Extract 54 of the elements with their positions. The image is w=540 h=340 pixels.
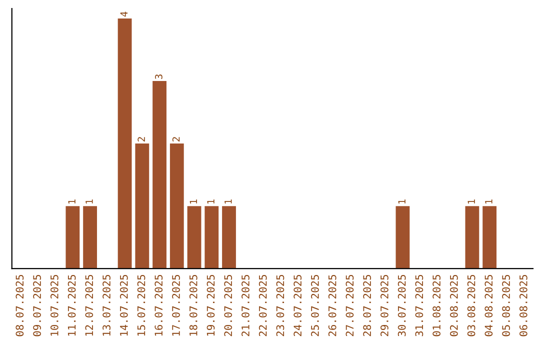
bar <box>118 18 132 269</box>
x-tick-label: 14.07.2025 <box>120 274 128 336</box>
x-tick-label: 21.07.2025 <box>242 274 250 336</box>
x-tick-label: 26.07.2025 <box>328 274 336 336</box>
x-tick-label: 23.07.2025 <box>276 274 284 336</box>
bar <box>482 206 497 269</box>
x-tick-label: 20.07.2025 <box>224 274 232 336</box>
data-label: 2 <box>138 137 145 142</box>
bar <box>396 206 410 269</box>
x-tick-label: 02.08.2025 <box>450 274 458 336</box>
x-tick-label: 27.07.2025 <box>346 274 354 336</box>
bar <box>187 206 202 269</box>
x-tick-label: 17.07.2025 <box>172 274 180 336</box>
x-tick-label: 22.07.2025 <box>258 274 267 336</box>
x-tick-label: 31.07.2025 <box>415 274 424 336</box>
x-tick-label: 18.07.2025 <box>189 274 198 336</box>
x-tick-label: 28.07.2025 <box>363 274 372 336</box>
x-tick-label: 25.07.2025 <box>311 274 319 336</box>
x-tick-label: 08.07.2025 <box>16 274 24 336</box>
x-tick-label: 04.08.2025 <box>484 274 493 336</box>
data-label: 3 <box>155 74 162 79</box>
data-label: 1 <box>485 199 492 204</box>
data-label: 1 <box>190 199 197 204</box>
x-tick-label: 12.07.2025 <box>85 274 94 336</box>
x-tick-label: 01.08.2025 <box>432 274 440 336</box>
x-tick-label: 24.07.2025 <box>294 274 302 336</box>
bar <box>83 206 97 269</box>
x-tick-label: 06.08.2025 <box>519 274 528 336</box>
data-label: 1 <box>224 199 232 204</box>
data-label: 4 <box>120 12 128 17</box>
data-label: 1 <box>398 199 406 204</box>
bar <box>152 81 166 269</box>
x-tick-label: 10.07.2025 <box>50 274 58 336</box>
data-label: 1 <box>86 199 93 204</box>
x-tick-label: 05.08.2025 <box>502 274 510 336</box>
data-label: 2 <box>172 137 180 142</box>
bar <box>222 206 236 269</box>
x-tick-label: 03.08.2025 <box>467 274 476 336</box>
bar <box>135 144 150 269</box>
x-tick-label: 19.07.2025 <box>206 274 215 336</box>
bar <box>204 206 219 269</box>
x-tick-label: 11.07.2025 <box>68 274 76 336</box>
data-label: 1 <box>68 199 76 204</box>
bar <box>170 144 184 269</box>
bar <box>465 206 480 269</box>
x-tick-label: 29.07.2025 <box>380 274 388 336</box>
data-label: 1 <box>207 199 214 204</box>
x-tick-label: 09.07.2025 <box>33 274 41 336</box>
data-label: 1 <box>468 199 475 204</box>
x-tick-label: 13.07.2025 <box>102 274 110 336</box>
x-tick-label: 16.07.2025 <box>154 274 163 336</box>
x-tick-label: 15.07.2025 <box>137 274 146 336</box>
bar <box>66 206 80 269</box>
x-tick-label: 30.07.2025 <box>398 274 406 336</box>
